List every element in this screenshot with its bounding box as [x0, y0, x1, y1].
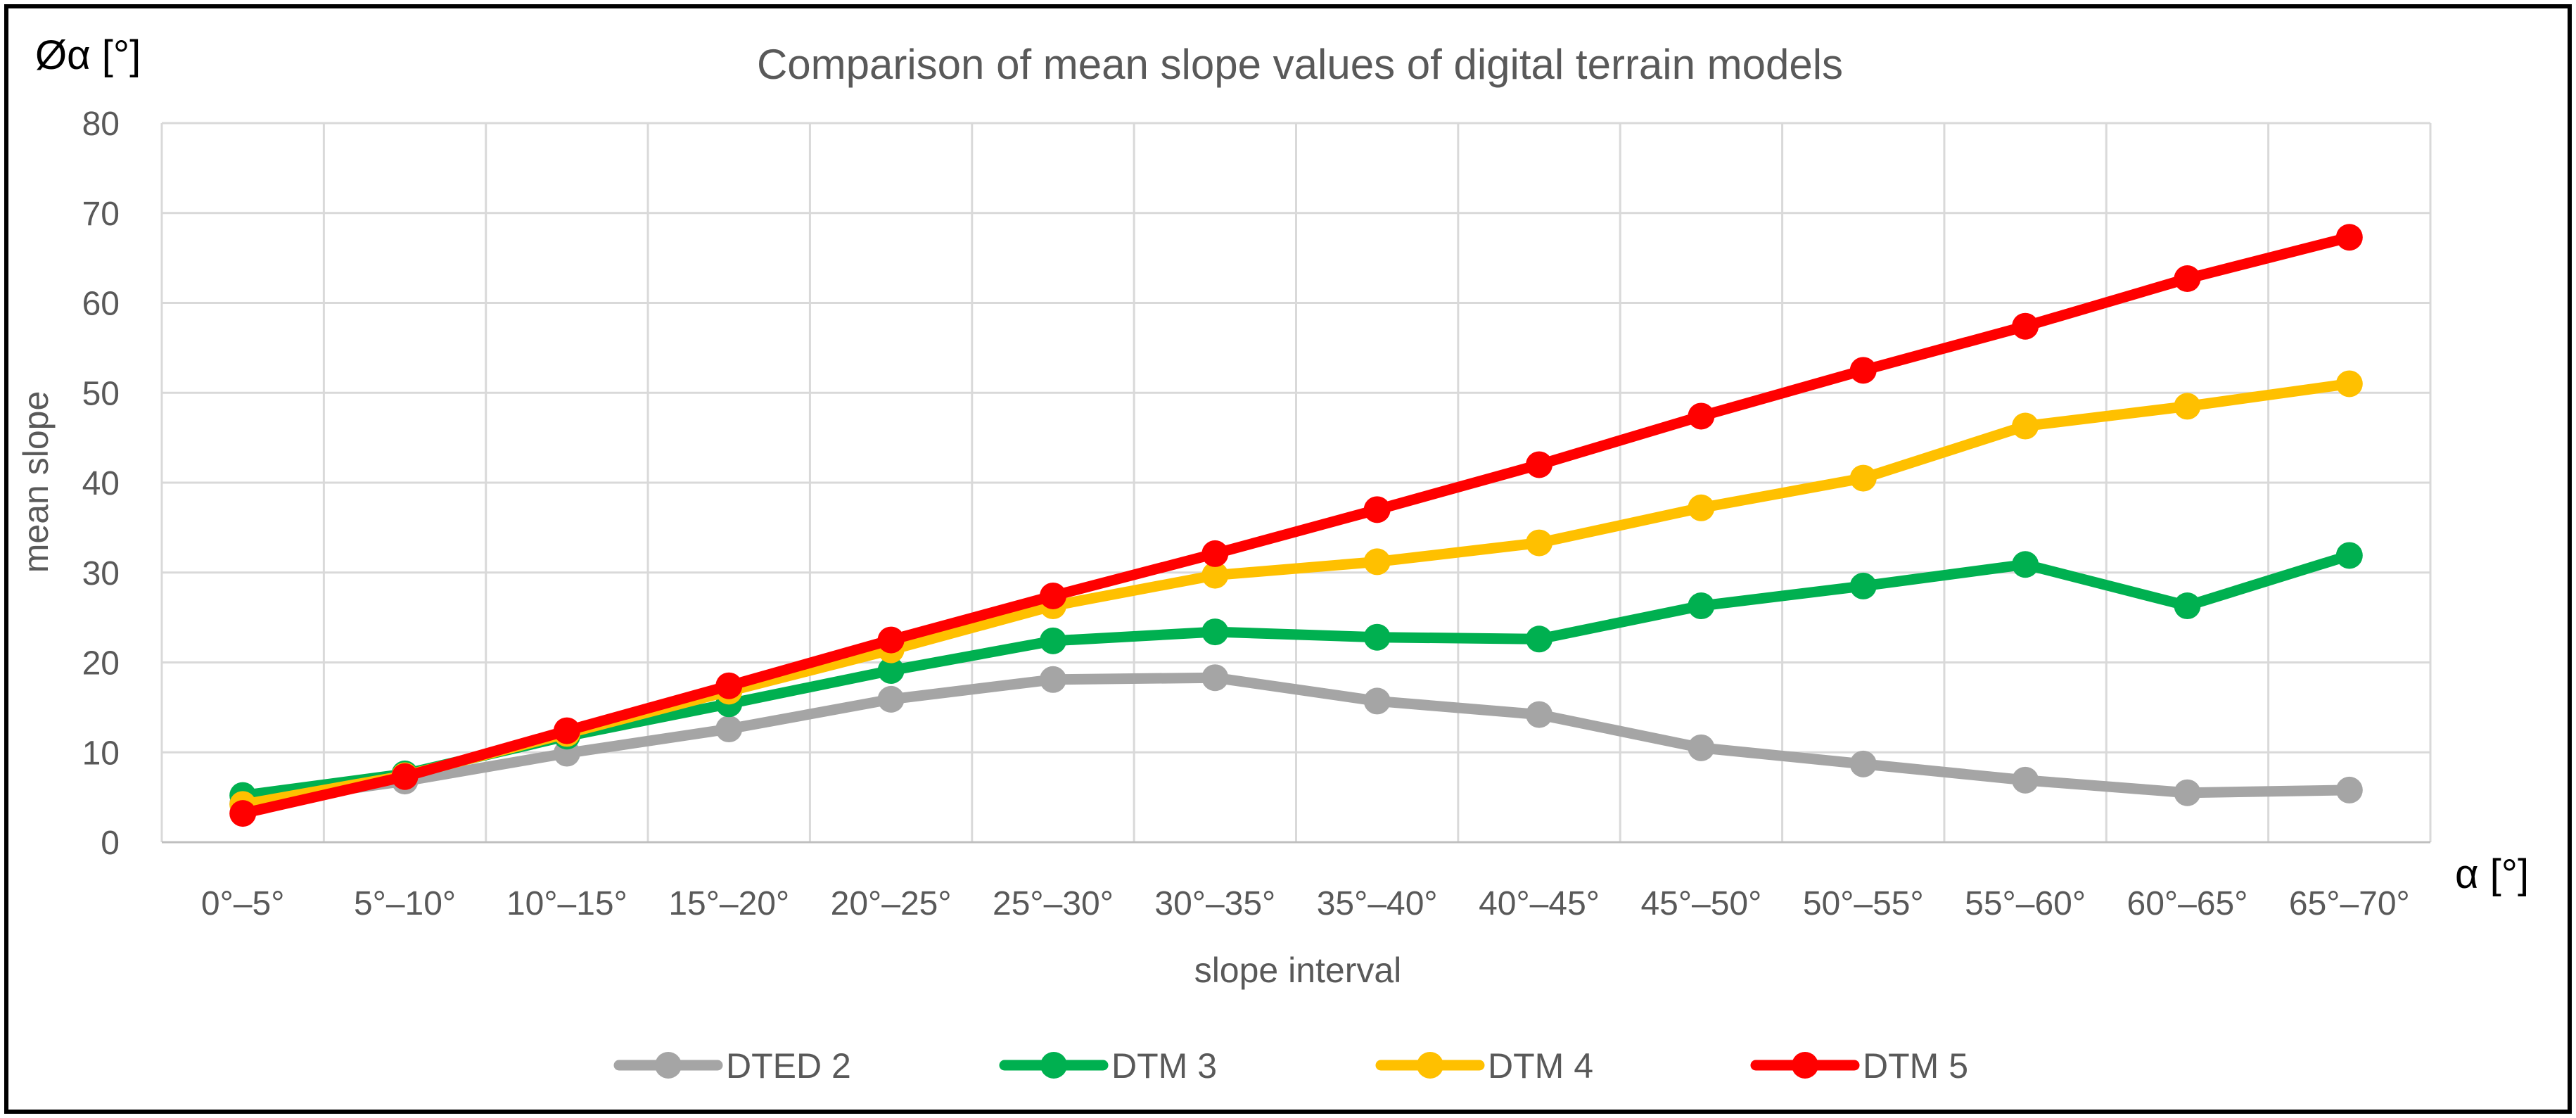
legend-marker-dtm-3 [1040, 1052, 1067, 1079]
legend: DTED 2 DTM 3 DTM 4 DTM 5 [613, 1046, 1968, 1086]
data-point-dted-2 [2012, 766, 2039, 794]
data-point-dtm-5 [1688, 402, 1715, 430]
x-tick-label: 45°–50° [1640, 885, 1761, 922]
data-point-dtm-5 [1526, 451, 1553, 478]
y-axis-title: mean slope [16, 391, 56, 573]
data-point-dted-2 [1039, 666, 1066, 693]
x-axis-ticks: 0°–5° 5°–10° 10°–15° 15°–20° 20°–25° 25°–30° 3… [201, 885, 2410, 922]
data-point-dtm-5 [1039, 582, 1066, 609]
legend-marker-dtm-5 [1792, 1052, 1818, 1079]
data-point-dtm-3 [1363, 623, 1391, 651]
x-tick-label: 50°–55° [1803, 885, 1924, 922]
data-point-dtm-4 [2012, 412, 2039, 440]
data-point-dtm-5 [2012, 312, 2039, 340]
data-point-dted-2 [1849, 750, 1877, 777]
x-tick-label: 55°–60° [1965, 885, 2086, 922]
data-point-dtm-3 [2012, 551, 2039, 578]
data-point-dted-2 [1526, 701, 1553, 728]
data-point-dtm-5 [877, 626, 905, 654]
x-tick-label: 15°–20° [668, 885, 789, 922]
x-tick-label: 10°–15° [506, 885, 627, 922]
data-point-dtm-5 [1201, 540, 1229, 567]
data-point-dtm-3 [2174, 592, 2201, 620]
series-lines [229, 224, 2363, 827]
x-unit-label: α [°] [2455, 851, 2529, 897]
data-point-dtm-3 [1526, 625, 1553, 653]
data-point-dtm-5 [2174, 265, 2201, 293]
data-point-dtm-4 [2174, 393, 2201, 420]
legend-label-dtm-5: DTM 5 [1863, 1046, 1968, 1086]
series-line-dtm-5 [237, 231, 2355, 819]
data-point-dtm-4 [1363, 548, 1391, 576]
data-point-dted-2 [2174, 779, 2201, 806]
y-tick-label: 20 [82, 645, 120, 682]
legend-label-dtm-3: DTM 3 [1111, 1046, 1217, 1086]
legend-marker-dtm-4 [1417, 1052, 1443, 1079]
data-point-dtm-3 [1688, 592, 1715, 620]
legend-label-dted-2: DTED 2 [726, 1046, 851, 1086]
data-point-dtm-4 [1526, 529, 1553, 557]
y-tick-label: 0 [101, 825, 120, 862]
data-point-dted-2 [2335, 776, 2363, 803]
x-tick-label: 25°–30° [993, 885, 1114, 922]
data-point-dtm-4 [1201, 561, 1229, 589]
x-tick-label: 60°–65° [2127, 885, 2248, 922]
y-tick-label: 60 [82, 286, 120, 323]
x-tick-label: 30°–35° [1154, 885, 1275, 922]
data-point-dtm-5 [2335, 224, 2363, 251]
y-unit-label: Øα [°] [35, 32, 141, 78]
data-point-dtm-5 [1363, 496, 1391, 523]
data-point-dtm-5 [229, 800, 257, 827]
y-tick-label: 10 [82, 735, 120, 772]
data-point-dted-2 [1688, 734, 1715, 761]
y-tick-label: 70 [82, 196, 120, 233]
y-tick-label: 30 [82, 555, 120, 592]
data-point-dted-2 [715, 716, 743, 743]
data-point-dted-2 [877, 685, 905, 713]
data-point-dtm-3 [1849, 572, 1877, 599]
data-point-dtm-5 [553, 717, 580, 744]
data-point-dtm-3 [1039, 627, 1066, 654]
x-tick-label: 35°–40° [1317, 885, 1438, 922]
data-point-dted-2 [1363, 687, 1391, 715]
legend-label-dtm-4: DTM 4 [1488, 1046, 1593, 1086]
data-point-dtm-4 [1688, 494, 1715, 521]
x-tick-label: 20°–25° [831, 885, 952, 922]
data-point-dtm-3 [1201, 618, 1229, 646]
x-tick-label: 0°–5° [201, 885, 284, 922]
x-tick-label: 5°–10° [354, 885, 456, 922]
x-axis-title: slope interval [1194, 951, 1402, 990]
y-tick-label: 80 [82, 106, 120, 143]
x-tick-label: 65°–70° [2289, 885, 2410, 922]
x-tick-label: 40°–45° [1479, 885, 1600, 922]
data-point-dtm-5 [1849, 357, 1877, 384]
y-tick-label: 40 [82, 465, 120, 502]
series-dtm-5 [229, 224, 2363, 827]
y-axis-ticks: 0 10 20 30 40 50 60 70 80 [82, 106, 120, 862]
data-point-dted-2 [1201, 664, 1229, 692]
data-point-dtm-5 [715, 672, 743, 699]
series-line-dted-2 [237, 672, 2355, 809]
data-point-dtm-3 [877, 656, 905, 684]
data-point-dtm-4 [1849, 464, 1877, 492]
y-tick-label: 50 [82, 375, 120, 412]
chart-border [4, 4, 2572, 1114]
data-point-dtm-5 [391, 763, 419, 790]
data-point-dtm-4 [2335, 370, 2363, 398]
legend-marker-dted-2 [655, 1052, 682, 1079]
data-point-dtm-3 [2335, 542, 2363, 569]
chart-title: Comparison of mean slope values of digit… [757, 41, 1843, 88]
